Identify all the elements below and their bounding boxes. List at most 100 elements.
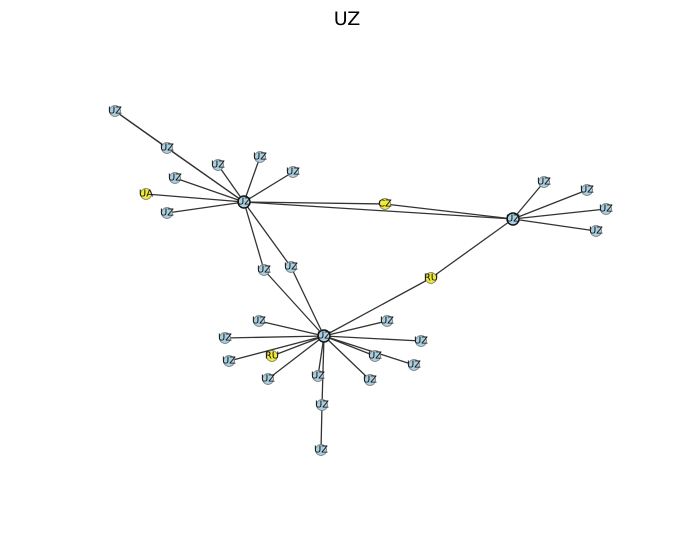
graph-node-a1: UZ bbox=[160, 142, 174, 154]
graph-node-a6: UZ bbox=[160, 207, 174, 219]
graph-node-b2: UZ bbox=[580, 184, 594, 196]
graph-node-a4: UZ bbox=[286, 166, 300, 178]
node-marker bbox=[369, 350, 381, 362]
edge-hubC-c11 bbox=[321, 335, 325, 406]
node-label: UZ bbox=[160, 143, 174, 154]
node-label: UZ bbox=[261, 374, 275, 385]
edge-hubA-a5 bbox=[174, 177, 245, 203]
node-marker bbox=[590, 225, 602, 237]
node-label: CZ bbox=[378, 199, 392, 210]
edge-hubC-c6 bbox=[323, 335, 371, 381]
graph-node-ru2: RU bbox=[265, 350, 279, 362]
graph-node-b1: UZ bbox=[537, 176, 551, 188]
node-marker bbox=[317, 329, 331, 343]
graph-node-hubA: UZ bbox=[237, 195, 251, 209]
edge-hubA-hubB bbox=[243, 201, 514, 220]
node-marker bbox=[581, 184, 593, 196]
edge-m1-hubC bbox=[263, 269, 325, 337]
node-marker bbox=[219, 332, 231, 344]
node-marker bbox=[262, 373, 274, 385]
node-marker bbox=[312, 370, 324, 382]
graph-node-ru1: RU bbox=[424, 272, 438, 284]
node-marker bbox=[212, 159, 224, 171]
graph-node-hubB: UZ bbox=[506, 212, 520, 226]
edge-hubC-c8 bbox=[323, 335, 415, 366]
node-label: UZ bbox=[237, 197, 251, 208]
edge-m2-hubC bbox=[290, 266, 325, 337]
edge-hubC-ru2 bbox=[271, 335, 325, 357]
graph-node-c2: UZ bbox=[218, 332, 232, 344]
node-marker bbox=[415, 335, 427, 347]
node-marker bbox=[287, 166, 299, 178]
graph-node-a7: UZ bbox=[108, 105, 122, 117]
edge-hubC-c2 bbox=[224, 335, 325, 339]
node-marker bbox=[315, 444, 327, 456]
node-label: UZ bbox=[380, 316, 394, 327]
node-label: RU bbox=[424, 273, 438, 284]
node-label: UZ bbox=[160, 208, 174, 219]
edge-hubB-b2 bbox=[512, 189, 588, 220]
graph-node-c12: UZ bbox=[314, 444, 328, 456]
node-label: UZ bbox=[363, 375, 377, 386]
edge-hubA-a4 bbox=[243, 171, 294, 203]
node-marker bbox=[316, 399, 328, 411]
nodes-layer: UZ UZ UZ CZ RU UA RU UZ UZ UZ UZ UZ UZ UZ UZ UZ UZ UZ UZ UZ… bbox=[108, 105, 613, 456]
graph-node-c5: UZ bbox=[311, 370, 325, 382]
edge-hubB-b3 bbox=[512, 208, 607, 220]
edge-hubC-c10 bbox=[323, 320, 388, 337]
edge-hubC-c4 bbox=[267, 335, 325, 380]
node-marker bbox=[109, 105, 121, 117]
node-marker bbox=[161, 207, 173, 219]
node-label: UZ bbox=[218, 333, 232, 344]
node-label: UZ bbox=[314, 445, 328, 456]
graph-node-c3: UZ bbox=[222, 355, 236, 367]
node-label: UZ bbox=[580, 185, 594, 196]
node-marker bbox=[258, 264, 270, 276]
edge-hubA-cz bbox=[243, 201, 386, 205]
graph-node-m1: UZ bbox=[257, 264, 271, 276]
graph-node-hubC: UZ bbox=[317, 329, 331, 343]
node-label: UZ bbox=[506, 214, 520, 225]
edge-hubC-c3 bbox=[228, 335, 325, 362]
edge-hubB-b4 bbox=[512, 218, 597, 232]
edge-hubB-b1 bbox=[512, 181, 545, 220]
edge-hubC-c1 bbox=[258, 320, 325, 337]
edge-hubB-ru1 bbox=[430, 218, 514, 279]
node-label: UZ bbox=[599, 204, 613, 215]
node-marker bbox=[223, 355, 235, 367]
node-marker bbox=[253, 315, 265, 327]
edges-layer bbox=[114, 110, 607, 451]
edge-hubC-c5 bbox=[317, 335, 325, 377]
node-label: UZ bbox=[407, 360, 421, 371]
node-label: UZ bbox=[211, 160, 225, 171]
graph-node-a2: UZ bbox=[211, 159, 225, 171]
graph-node-cz: CZ bbox=[378, 198, 392, 210]
node-label: UZ bbox=[108, 106, 122, 117]
node-label: UZ bbox=[253, 152, 267, 163]
graph-node-c1: UZ bbox=[252, 315, 266, 327]
node-label: UZ bbox=[589, 226, 603, 237]
edge-hubA-a3 bbox=[243, 156, 261, 203]
node-marker bbox=[538, 176, 550, 188]
edge-hubA-a6 bbox=[166, 201, 245, 214]
graph-node-c8: UZ bbox=[407, 359, 421, 371]
node-marker bbox=[600, 203, 612, 215]
graph-node-c9: UZ bbox=[414, 335, 428, 347]
node-marker bbox=[161, 142, 173, 154]
node-label: UZ bbox=[252, 316, 266, 327]
node-label: RU bbox=[265, 351, 279, 362]
node-marker bbox=[140, 188, 152, 200]
edge-c11-c12 bbox=[320, 404, 323, 451]
edge-ru1-hubC bbox=[323, 277, 432, 337]
edge-hubA-m2 bbox=[243, 201, 292, 268]
node-marker bbox=[506, 212, 520, 226]
node-marker bbox=[254, 151, 266, 163]
graph-node-a3: UZ bbox=[253, 151, 267, 163]
edge-cz-hubB bbox=[384, 203, 514, 220]
graph-node-m2: UZ bbox=[284, 261, 298, 273]
graph-node-b4: UZ bbox=[589, 225, 603, 237]
edge-a1-a7 bbox=[114, 110, 168, 149]
node-marker bbox=[364, 374, 376, 386]
node-label: UZ bbox=[284, 262, 298, 273]
